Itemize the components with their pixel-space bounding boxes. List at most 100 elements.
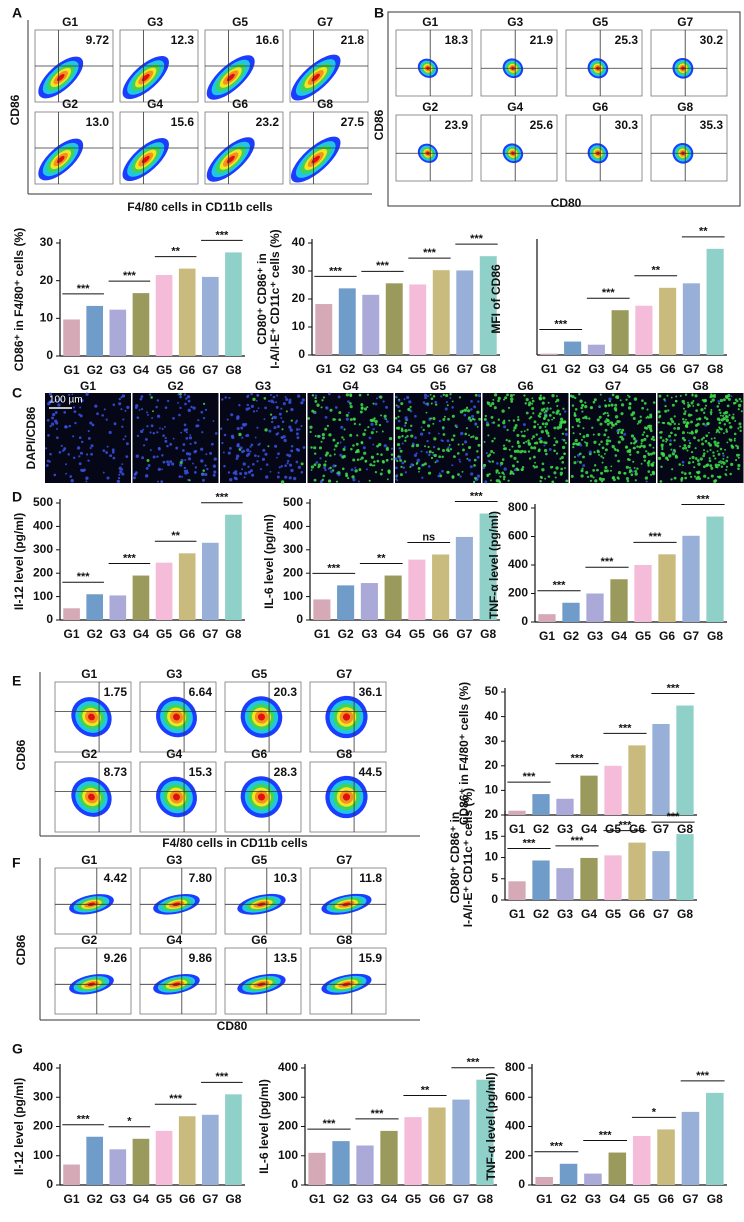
cell-dot [180, 431, 183, 434]
cell-dot [233, 476, 237, 480]
cell-dot [70, 479, 74, 483]
y-tick-label: 40 [292, 235, 306, 249]
y-tick-label: 200 [33, 1119, 53, 1133]
bar [109, 1149, 127, 1185]
bar [408, 559, 426, 620]
x-axis-title: F4/80 cells in CD11b cells [162, 836, 308, 850]
cell-dot [720, 465, 724, 468]
cell-dot [196, 424, 200, 428]
y-tick-label: 20 [40, 273, 54, 287]
cell-dot [327, 467, 330, 470]
cell-dot [120, 408, 123, 411]
cell-dot [632, 416, 636, 421]
cell-dot [523, 430, 526, 433]
cell-dot [264, 452, 268, 456]
cell-dot [179, 395, 182, 399]
cell-dot [606, 412, 609, 415]
cell-dot [247, 394, 250, 397]
cell-dot [678, 463, 682, 466]
cell-dot [300, 470, 304, 474]
y-tick-label: 0 [46, 1177, 53, 1191]
y-tick-label: 20 [485, 807, 499, 821]
cell-dot [734, 398, 738, 401]
cell-dot [356, 458, 360, 461]
cell-dot [682, 407, 685, 410]
cell-dot [547, 401, 550, 404]
bar [201, 276, 219, 356]
cell-dot [709, 464, 713, 468]
bar [225, 252, 242, 356]
cell-dot [183, 469, 186, 472]
cell-dot [236, 426, 240, 431]
cell-dot [411, 444, 415, 448]
cell-dot [694, 447, 697, 450]
cell-dot [499, 475, 502, 478]
cell-dot [54, 400, 56, 403]
cell-dot [713, 479, 717, 483]
cell-dot [604, 448, 608, 452]
cell-dot [111, 450, 115, 454]
bar [360, 583, 378, 620]
group-label: G8 [336, 747, 352, 761]
cell-dot [109, 454, 113, 458]
cell-dot [705, 434, 709, 438]
gate-percent: 13.0 [86, 115, 110, 129]
cell-dot [679, 394, 682, 397]
cell-dot [280, 407, 283, 410]
cell-dot [525, 398, 529, 402]
cell-dot [440, 439, 443, 442]
scale-bar-label: 100 µm [49, 395, 83, 406]
cell-dot [441, 469, 444, 473]
cell-dot [465, 427, 469, 430]
x-tick-label: G6 [429, 1192, 445, 1206]
cell-dot [241, 450, 244, 454]
cell-dot [250, 469, 253, 473]
cell-dot [594, 479, 598, 483]
cell-dot [142, 444, 146, 447]
cell-dot [725, 430, 729, 433]
cell-dot [537, 414, 541, 418]
gate-percent: 30.3 [615, 118, 639, 132]
cell-dot [87, 436, 91, 440]
significance-label: *** [327, 562, 341, 574]
cell-dot [589, 406, 593, 410]
cell-dot [380, 453, 383, 456]
cell-dot [713, 395, 716, 399]
cell-dot [709, 449, 712, 452]
x-tick-label: G3 [557, 822, 573, 836]
cell-dot [638, 445, 642, 449]
cell-dot [706, 422, 710, 426]
cell-dot [630, 413, 634, 417]
cell-dot [616, 449, 620, 452]
cell-dot [149, 393, 152, 396]
cell-dot [358, 393, 362, 397]
cell-dot [410, 424, 413, 428]
cell-dot [702, 465, 706, 469]
y-tick-label: 300 [278, 1089, 298, 1103]
cell-dot [471, 414, 475, 418]
cell-dot [121, 472, 125, 476]
cell-dot [503, 419, 506, 422]
cell-dot [630, 473, 634, 477]
cell-dot [423, 393, 427, 397]
cell-dot [563, 420, 567, 424]
cell-dot [297, 465, 301, 469]
significance-label: *** [467, 1057, 481, 1069]
cell-dot [396, 443, 401, 447]
cell-dot [280, 465, 283, 468]
x-tick-label: G8 [707, 629, 723, 643]
cell-dot [439, 474, 443, 478]
cell-dot [484, 414, 487, 418]
y-tick-label: 30 [485, 733, 499, 747]
group-label: G2 [81, 933, 97, 947]
cell-dot [330, 470, 333, 474]
cell-dot [586, 475, 590, 478]
cell-dot [652, 435, 655, 439]
cell-dot [268, 429, 272, 433]
cell-dot [592, 400, 596, 404]
x-tick-label: G1 [64, 1192, 80, 1206]
cell-dot [575, 419, 579, 423]
cell-dot [451, 464, 454, 467]
gate-percent: 16.6 [256, 33, 280, 47]
cell-dot [543, 444, 546, 447]
